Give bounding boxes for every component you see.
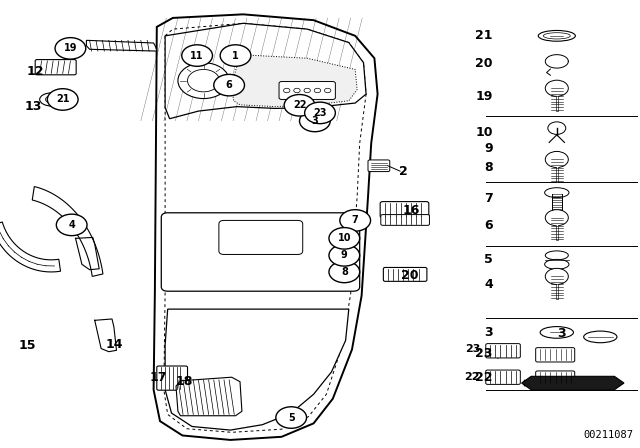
FancyBboxPatch shape [486, 370, 520, 384]
Polygon shape [545, 55, 568, 68]
Text: 10: 10 [337, 233, 351, 243]
Text: 15: 15 [18, 339, 36, 353]
FancyBboxPatch shape [219, 220, 303, 254]
Text: 23: 23 [313, 108, 327, 118]
Polygon shape [86, 40, 157, 51]
Circle shape [220, 45, 251, 66]
Circle shape [545, 151, 568, 168]
Polygon shape [165, 309, 349, 430]
Text: 4: 4 [68, 220, 75, 230]
Text: 12: 12 [26, 65, 44, 78]
Text: 22: 22 [292, 100, 307, 110]
Polygon shape [165, 23, 366, 119]
Text: 3: 3 [484, 326, 493, 339]
Text: 23: 23 [476, 347, 493, 361]
Ellipse shape [540, 327, 573, 338]
Text: 22: 22 [465, 372, 480, 382]
FancyBboxPatch shape [35, 60, 76, 75]
Text: 10: 10 [476, 126, 493, 139]
Circle shape [545, 268, 568, 284]
Ellipse shape [40, 93, 65, 106]
Text: 11: 11 [190, 51, 204, 60]
Text: 8: 8 [484, 161, 493, 174]
FancyBboxPatch shape [536, 371, 575, 385]
Text: 21: 21 [56, 95, 70, 104]
Circle shape [182, 45, 212, 66]
Text: 9: 9 [341, 250, 348, 260]
FancyBboxPatch shape [157, 366, 188, 390]
Text: 7: 7 [484, 191, 493, 205]
Circle shape [305, 102, 335, 124]
Text: 3: 3 [557, 327, 566, 340]
Circle shape [188, 69, 220, 92]
Text: 21: 21 [476, 29, 493, 43]
Circle shape [47, 89, 78, 110]
Text: 16: 16 [402, 204, 420, 217]
FancyBboxPatch shape [380, 202, 429, 218]
FancyBboxPatch shape [486, 344, 520, 358]
Text: 9: 9 [484, 142, 493, 155]
Circle shape [548, 122, 566, 134]
Circle shape [340, 210, 371, 231]
Text: 18: 18 [175, 375, 193, 388]
FancyBboxPatch shape [383, 267, 427, 281]
Text: 23: 23 [465, 345, 480, 354]
Circle shape [329, 228, 360, 249]
Polygon shape [176, 377, 242, 416]
Circle shape [178, 63, 229, 99]
FancyBboxPatch shape [368, 160, 390, 172]
Text: 20: 20 [401, 268, 419, 282]
FancyBboxPatch shape [536, 348, 575, 362]
Circle shape [214, 74, 244, 96]
Polygon shape [522, 376, 624, 390]
Text: 19: 19 [63, 43, 77, 53]
Ellipse shape [538, 30, 575, 41]
Circle shape [56, 214, 87, 236]
Ellipse shape [545, 251, 568, 260]
Polygon shape [0, 222, 61, 272]
Polygon shape [232, 55, 357, 107]
Text: 20: 20 [476, 57, 493, 70]
Text: 14: 14 [105, 338, 123, 352]
Text: 4: 4 [484, 278, 493, 291]
Text: 6: 6 [484, 219, 493, 233]
Text: 19: 19 [476, 90, 493, 103]
Text: 7: 7 [352, 215, 358, 225]
FancyBboxPatch shape [381, 215, 429, 225]
FancyBboxPatch shape [161, 213, 360, 291]
Text: 2: 2 [399, 164, 408, 178]
Circle shape [276, 407, 307, 428]
Text: 6: 6 [226, 80, 232, 90]
Circle shape [545, 80, 568, 96]
Ellipse shape [545, 259, 569, 269]
Ellipse shape [45, 95, 60, 103]
Text: 17: 17 [150, 370, 168, 384]
Polygon shape [154, 14, 378, 440]
Ellipse shape [584, 331, 617, 343]
Text: 1: 1 [232, 51, 239, 60]
Text: 5: 5 [484, 253, 493, 267]
Circle shape [300, 110, 330, 132]
Circle shape [329, 245, 360, 266]
Text: 5: 5 [288, 413, 294, 422]
Circle shape [55, 38, 86, 59]
Circle shape [284, 95, 315, 116]
Text: 13: 13 [24, 100, 42, 113]
Circle shape [329, 261, 360, 283]
Circle shape [545, 210, 568, 226]
Text: 8: 8 [341, 267, 348, 277]
Ellipse shape [545, 188, 569, 198]
Text: 22: 22 [476, 370, 493, 384]
FancyBboxPatch shape [279, 82, 335, 99]
Text: 00211087: 00211087 [584, 430, 634, 440]
Text: 3: 3 [312, 116, 318, 126]
Polygon shape [32, 186, 103, 276]
Ellipse shape [543, 33, 570, 39]
